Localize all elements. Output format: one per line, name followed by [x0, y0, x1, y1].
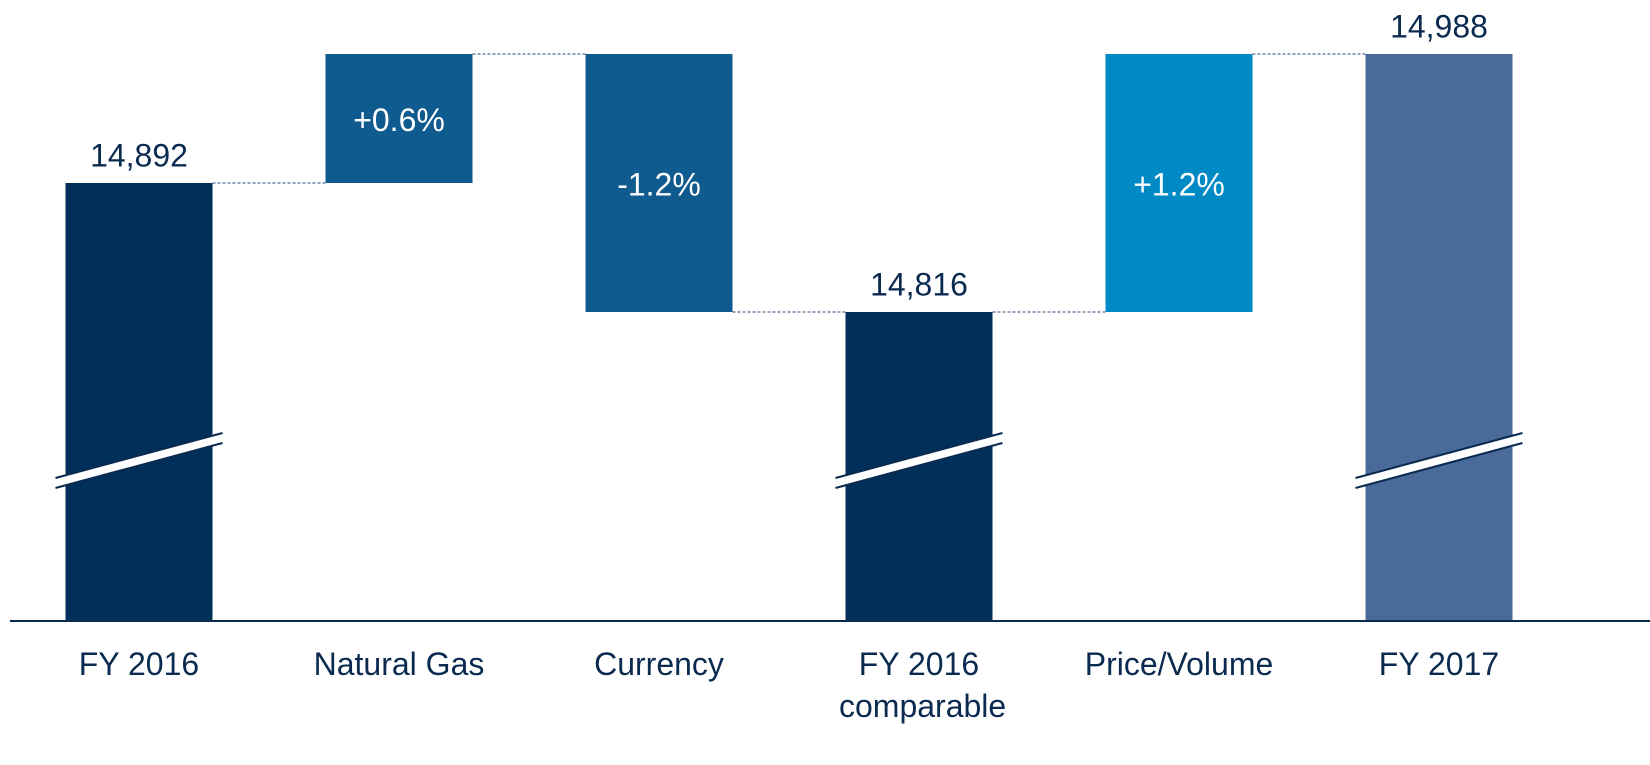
x-tick-label: Currency: [594, 646, 724, 682]
value-label: 14,988: [1390, 8, 1488, 44]
x-tick-label: FY 2016 comparable: [839, 646, 1007, 724]
x-tick-label: Price/Volume: [1084, 646, 1274, 682]
axis-break-line: [1355, 442, 1523, 489]
x-tick-label: FY 2016: [78, 646, 200, 682]
delta-bar: [585, 54, 733, 312]
value-label: 14,892: [90, 137, 188, 173]
delta-bar: [1105, 54, 1253, 312]
axis-break-line: [1355, 432, 1523, 479]
total-bar: [65, 183, 213, 620]
x-tick-label: FY 2017: [1378, 646, 1500, 682]
axis-break-line: [55, 442, 223, 489]
axis-break: [55, 433, 223, 488]
value-label: +1.2%: [1133, 166, 1225, 202]
value-label: -1.2%: [617, 166, 701, 202]
axis-break-line: [835, 432, 1003, 479]
total-bar: [1365, 54, 1513, 620]
value-label: 14,816: [870, 266, 968, 302]
value-label: +0.6%: [353, 102, 445, 138]
axis-break-line: [55, 432, 223, 479]
axis-break-line: [835, 442, 1003, 489]
axis-break: [835, 433, 1003, 488]
x-tick-label: Natural Gas: [313, 646, 485, 682]
axis-break: [1355, 433, 1523, 488]
delta-bar: [325, 54, 473, 183]
